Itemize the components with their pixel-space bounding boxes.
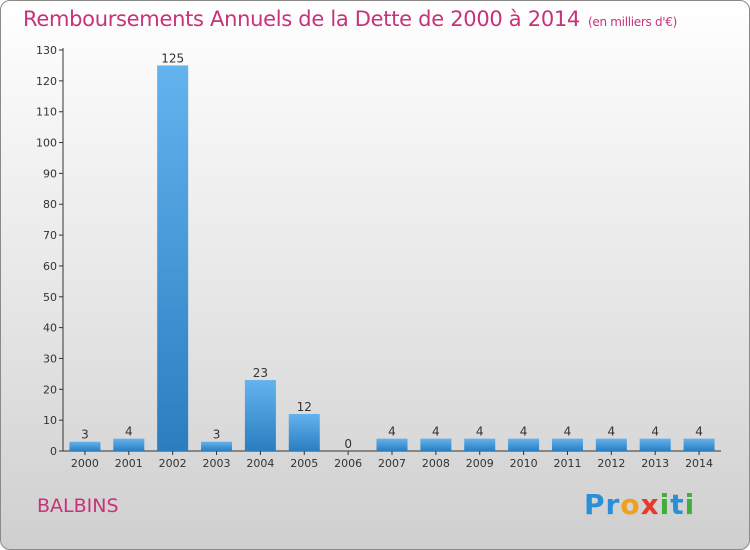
bar-value-label: 4 (476, 425, 484, 439)
x-tick-label: 2013 (641, 457, 669, 470)
bar (157, 65, 189, 451)
x-tick-label: 2004 (246, 457, 274, 470)
y-tick-label: 40 (43, 322, 57, 335)
bar (201, 441, 233, 451)
x-tick-label: 2011 (553, 457, 581, 470)
x-tick-label: 2001 (115, 457, 143, 470)
bar (551, 438, 583, 451)
logo-letter: r (605, 488, 621, 521)
logo-letter: o (620, 488, 641, 521)
bar-value-label: 0 (344, 437, 352, 451)
y-tick-label: 20 (43, 383, 57, 396)
chart-title: Remboursements Annuels de la Dette de 20… (23, 7, 677, 31)
x-tick-label: 2003 (203, 457, 231, 470)
x-tick-label: 2008 (422, 457, 450, 470)
bar (595, 438, 627, 451)
bar-value-label: 4 (651, 425, 659, 439)
proxiti-logo: Proxiti (584, 488, 695, 521)
bar (639, 438, 671, 451)
y-tick-label: 30 (43, 352, 57, 365)
bar-value-label: 12 (297, 400, 312, 414)
bar (420, 438, 452, 451)
y-tick-label: 110 (36, 106, 57, 119)
y-tick-label: 70 (43, 229, 57, 242)
bar-value-label: 23 (253, 366, 268, 380)
x-tick-label: 2014 (685, 457, 713, 470)
bar-value-label: 4 (520, 425, 528, 439)
y-tick-label: 60 (43, 260, 57, 273)
bar-value-label: 4 (608, 425, 616, 439)
location-name: BALBINS (37, 495, 119, 517)
bar (113, 438, 145, 451)
bar-value-label: 125 (161, 51, 184, 65)
bar-value-label: 4 (388, 425, 396, 439)
x-tick-label: 2010 (510, 457, 538, 470)
logo-letter: P (584, 488, 606, 521)
y-tick-label: 10 (43, 414, 57, 427)
y-tick-label: 90 (43, 167, 57, 180)
bar (376, 438, 408, 451)
y-tick-label: 100 (36, 137, 57, 150)
logo-letter: t (670, 488, 685, 521)
bar-value-label: 3 (213, 428, 221, 442)
y-tick-label: 50 (43, 291, 57, 304)
x-tick-label: 2000 (71, 457, 99, 470)
bar (69, 441, 101, 451)
x-tick-label: 2002 (159, 457, 187, 470)
bar (683, 438, 715, 451)
y-tick-label: 0 (50, 445, 57, 458)
bar-value-label: 3 (81, 428, 89, 442)
logo-letter: i (684, 488, 696, 521)
x-tick-label: 2009 (466, 457, 494, 470)
chart-bars: 3 4 125 3 23 12 0 4 4 4 4 4 4 4 4 (69, 51, 715, 451)
logo-letter: i (659, 488, 671, 521)
y-tick-label: 80 (43, 198, 57, 211)
x-tick-label: 2005 (290, 457, 318, 470)
y-tick-label: 120 (36, 75, 57, 88)
x-tick-label: 2007 (378, 457, 406, 470)
logo-letter: x (640, 488, 660, 521)
x-tick-label: 2012 (597, 457, 625, 470)
chart-title-text: Remboursements Annuels de la Dette de 20… (23, 7, 580, 31)
chart-unit-label: (en milliers d'€) (588, 15, 678, 29)
y-tick-label: 130 (36, 44, 57, 57)
bar-value-label: 4 (125, 425, 133, 439)
bar-value-label: 4 (695, 425, 703, 439)
bar (244, 380, 276, 451)
bar (288, 413, 320, 451)
bar-value-label: 4 (564, 425, 572, 439)
bar (464, 438, 496, 451)
bar (508, 438, 540, 451)
bar-value-label: 4 (432, 425, 440, 439)
x-tick-label: 2006 (334, 457, 362, 470)
